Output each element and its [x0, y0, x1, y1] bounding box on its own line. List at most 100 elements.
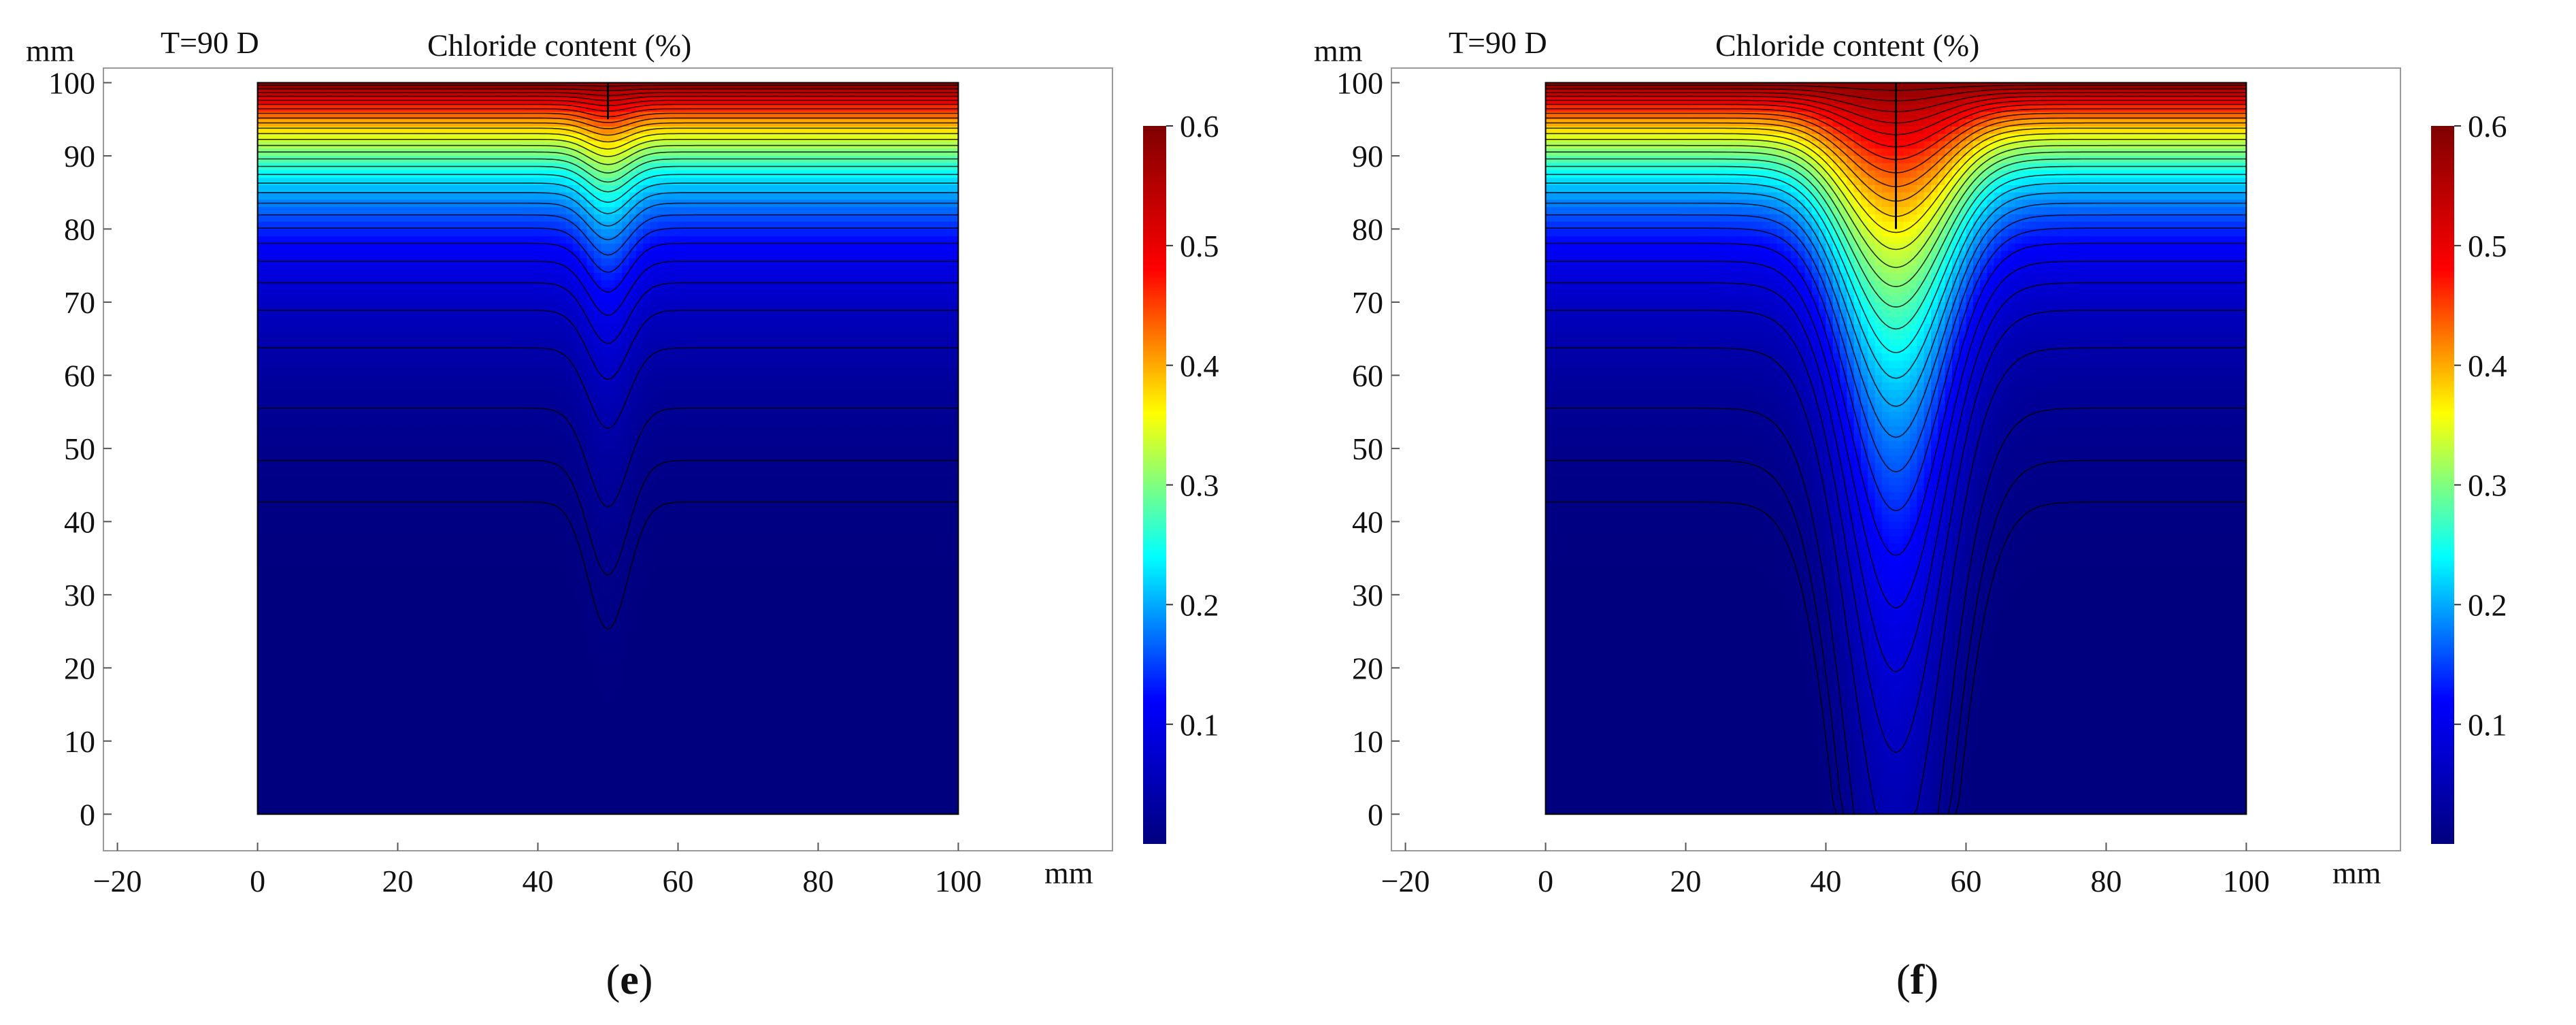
field-cell — [797, 155, 805, 164]
field-cell — [902, 346, 910, 354]
field-cell — [790, 295, 798, 303]
field-cell — [523, 324, 531, 332]
field-cell — [832, 360, 840, 369]
field-cell — [552, 419, 560, 427]
field-cell — [678, 368, 686, 376]
field-cell — [503, 295, 510, 303]
field-cell — [320, 236, 329, 244]
field-cell — [663, 383, 672, 391]
field-cell — [453, 250, 461, 259]
field-cell — [334, 155, 342, 164]
field-cell — [446, 221, 455, 230]
field-cell — [650, 119, 658, 127]
field-cell — [565, 404, 574, 412]
field-cell — [860, 229, 868, 237]
field-cell — [461, 338, 469, 347]
field-cell — [663, 368, 672, 376]
field-cell — [755, 236, 763, 244]
field-cell — [425, 360, 433, 369]
field-cell — [383, 90, 391, 98]
field-cell — [278, 258, 286, 266]
field-cell — [888, 207, 896, 215]
field-cell — [474, 133, 482, 142]
field-cell — [559, 389, 567, 398]
field-cell — [860, 346, 868, 354]
field-cell — [425, 163, 433, 172]
field-cell — [412, 389, 420, 398]
field-cell — [257, 184, 265, 193]
field-cell — [923, 397, 931, 405]
field-cell — [565, 353, 574, 361]
field-cell — [565, 368, 574, 376]
field-cell — [538, 236, 546, 244]
field-cell — [313, 412, 321, 420]
field-cell — [712, 389, 721, 398]
field-cell — [608, 112, 616, 120]
field-cell — [313, 331, 321, 340]
field-cell — [342, 280, 350, 289]
field-cell — [951, 331, 959, 340]
field-cell — [782, 441, 791, 449]
field-cell — [867, 375, 875, 383]
field-cell — [425, 155, 433, 164]
field-cell — [818, 353, 826, 361]
field-cell — [446, 302, 455, 310]
field-cell — [650, 221, 658, 230]
field-cell — [818, 272, 826, 281]
field-cell — [909, 338, 917, 347]
field-cell — [614, 338, 623, 347]
field-cell — [531, 97, 539, 105]
field-cell — [909, 324, 917, 332]
field-cell — [902, 295, 910, 303]
field-cell — [650, 324, 658, 332]
field-cell — [552, 295, 560, 303]
field-cell — [769, 221, 777, 230]
field-cell — [369, 265, 378, 274]
field-cell — [811, 155, 819, 164]
field-cell — [376, 331, 384, 340]
field-cell — [635, 309, 644, 318]
field-cell — [271, 178, 280, 186]
field-cell — [257, 441, 265, 449]
field-cell — [642, 163, 650, 172]
field-cell — [523, 331, 531, 340]
field-cell — [692, 287, 699, 295]
field-cell — [257, 280, 265, 289]
field-cell — [293, 383, 300, 391]
field-cell — [369, 229, 378, 237]
field-cell — [881, 316, 889, 325]
field-cell — [712, 346, 721, 354]
field-cell — [888, 287, 896, 295]
field-cell — [839, 133, 847, 142]
field-cell — [285, 184, 293, 193]
field-cell — [663, 324, 672, 332]
field-cell — [271, 419, 280, 427]
field-cell — [510, 419, 518, 427]
field-cell — [593, 404, 601, 412]
field-cell — [363, 184, 370, 193]
field-cell — [832, 133, 840, 142]
field-cell — [397, 90, 406, 98]
field-cell — [741, 258, 749, 266]
field-cell — [412, 258, 420, 266]
field-cell — [818, 434, 826, 442]
field-cell — [299, 331, 308, 340]
field-cell — [825, 360, 833, 369]
field-cell — [293, 133, 300, 142]
field-cell — [404, 360, 412, 369]
field-cell — [503, 265, 510, 274]
field-cell — [762, 133, 770, 142]
field-cell — [453, 360, 461, 369]
field-cell — [944, 434, 952, 442]
field-cell — [944, 353, 952, 361]
field-cell — [293, 287, 300, 295]
field-cell — [867, 82, 875, 91]
field-cell — [489, 258, 497, 266]
field-cell — [797, 229, 805, 237]
field-cell — [313, 258, 321, 266]
field-cell — [559, 368, 567, 376]
field-cell — [587, 258, 595, 266]
field-cell — [538, 375, 546, 383]
field-cell — [622, 338, 629, 347]
field-cell — [355, 272, 363, 281]
